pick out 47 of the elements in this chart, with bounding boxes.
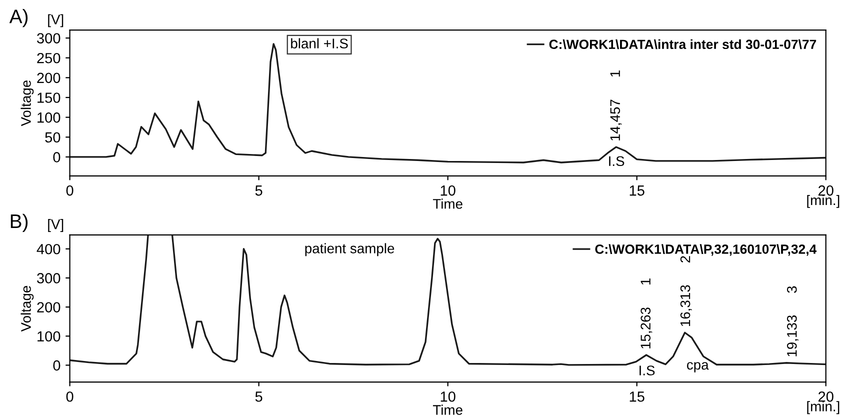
annotation: 16,313 <box>680 285 692 326</box>
y-tick-label: 300 <box>37 33 60 44</box>
annotation: 15,263 <box>640 308 652 348</box>
x-tick-label: 5 <box>255 186 262 196</box>
x-tick-label: 10 <box>440 391 456 402</box>
annotation: patient sample <box>305 243 394 256</box>
x-tick-label: 15 <box>630 392 644 402</box>
x-tick-label: 0 <box>66 185 74 196</box>
annotation: 1 <box>610 70 620 77</box>
y-tick-label: 0 <box>53 360 60 371</box>
x-axis-title: Time <box>432 404 462 415</box>
annotation: I.S <box>609 156 624 166</box>
annotation: 2 <box>680 256 690 262</box>
y-tick-label: 300 <box>37 273 60 284</box>
x-axis-title: Time <box>432 198 462 209</box>
text: [V] <box>48 14 64 28</box>
x-tick-label: 0 <box>66 391 74 402</box>
y-tick-label: 0 <box>53 152 60 162</box>
text: [min.] <box>807 401 840 414</box>
chart-title: B) <box>10 214 28 232</box>
x-tick-label: 5 <box>255 392 262 402</box>
y-axis-title: Voltage <box>20 286 34 332</box>
x-tick-label: 15 <box>630 186 644 196</box>
annotation: 3 <box>786 286 797 293</box>
annotation: blanl +I.S <box>291 38 348 48</box>
chart-title: A) <box>9 9 28 28</box>
x-tick-label: 10 <box>440 185 456 196</box>
text: [min.] <box>807 194 840 208</box>
y-tick-label: 250 <box>37 52 60 64</box>
y-tick-label: 100 <box>38 112 60 123</box>
x-tick-label: 20 <box>818 185 834 196</box>
legend-label: C:\WORK1\DATA\P,32,160107\P,32,4 <box>595 244 817 256</box>
annotation: 1 <box>640 278 650 285</box>
annotation: 14,457 <box>610 100 622 140</box>
x-tick-label: 20 <box>818 391 834 402</box>
annotation: 19,133 <box>786 315 798 356</box>
text: [V] <box>48 219 64 232</box>
annotation: cpa <box>686 362 709 372</box>
annotation: I.S <box>640 366 655 376</box>
y-tick-label: 100 <box>38 331 60 342</box>
y-tick-label: 150 <box>38 92 60 103</box>
y-tick-label: 400 <box>36 244 60 254</box>
y-tick-label: 200 <box>37 302 60 312</box>
legend-label: C:\WORK1\DATA\intra inter std 30-01-07\77 <box>549 39 816 50</box>
y-tick-label: 50 <box>45 132 60 143</box>
y-axis-title: Voltage <box>20 80 34 126</box>
y-tick-label: 200 <box>37 72 60 84</box>
